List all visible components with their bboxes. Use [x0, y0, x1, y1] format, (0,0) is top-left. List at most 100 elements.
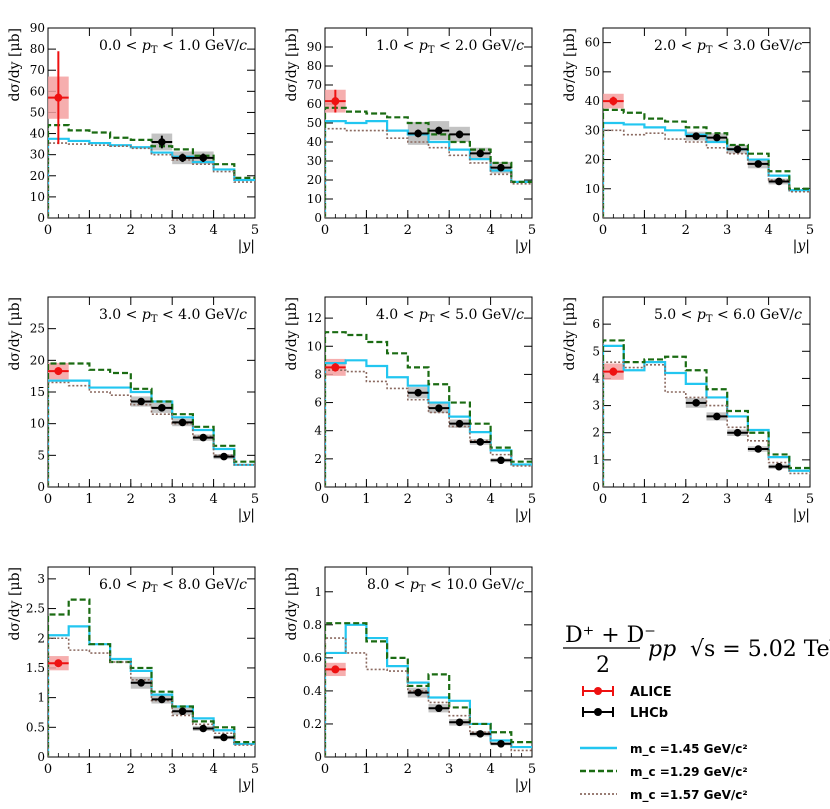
y-tick-label: 6	[592, 317, 600, 331]
x-tick-label: 0	[44, 223, 52, 238]
x-axis-label: |y|	[238, 238, 255, 254]
y-tick-label: 70	[307, 78, 322, 92]
y-tick-label: 0.4	[303, 684, 322, 698]
lhcb-point	[692, 132, 700, 140]
y-tick-label: 0	[314, 750, 322, 764]
y-tick-label: 2	[37, 631, 45, 645]
panel-8: 0 1 2 3 4 5 0 0.2 0.4 0.6 0.8 1 dσ/dy [μb] |y| 8.0 < p…	[284, 566, 536, 793]
x-tick-label: 4	[486, 762, 494, 777]
x-tick-label: 5	[528, 223, 536, 238]
lhcb-point	[713, 133, 721, 142]
x-tick-label: 2	[404, 223, 412, 238]
series-mc157	[325, 369, 532, 487]
series-mc145	[325, 359, 532, 487]
y-tick-label: 80	[307, 59, 322, 73]
y-tick-label: 40	[30, 127, 45, 141]
series-mc129	[48, 124, 255, 218]
panel-title: 5.0 < pT < 6.0 GeV/c	[654, 307, 802, 325]
lhcb-point	[733, 428, 742, 437]
y-tick-label: 60	[585, 36, 600, 50]
y-tick-label: 60	[30, 84, 45, 98]
x-tick-label: 2	[127, 492, 135, 507]
x-axis-label: |y|	[238, 507, 255, 523]
plot-area	[48, 598, 255, 757]
x-tick-label: 1	[85, 492, 93, 507]
legend-m145-label: m_c =1.45 GeV/c²	[630, 742, 748, 757]
x-tick-label: 0	[321, 223, 329, 238]
title-system: pp	[648, 637, 676, 662]
x-tick-label: 2	[682, 223, 690, 238]
panel-7: 0 1 2 3 4 5 0 0.5 1 1.5 2 2.5 3 dσ/dy [μb] |y| 6.0 < pT…	[7, 566, 259, 793]
legend-entry-m157: m_c =1.57 GeV/c²	[580, 788, 748, 803]
y-tick-label: 90	[30, 21, 45, 35]
plot-area	[325, 622, 532, 757]
series-mc129	[603, 108, 810, 218]
lhcb-point	[435, 126, 443, 135]
x-tick-label: 5	[528, 492, 536, 507]
lhcb-point	[220, 452, 228, 461]
y-tick-label: 0	[314, 211, 322, 225]
y-tick-label: 0	[314, 480, 322, 494]
panel-title: 1.0 < pT < 2.0 GeV/c	[376, 38, 524, 56]
y-tick-label: 15	[30, 385, 45, 399]
y-tick-label: 0	[37, 750, 45, 764]
y-tick-label: 40	[585, 94, 600, 108]
x-tick-label: 3	[723, 492, 731, 507]
y-tick-label: 4	[314, 424, 322, 438]
plot-area	[603, 93, 810, 218]
lhcb-point	[476, 149, 485, 158]
lhcb-point	[497, 456, 505, 465]
lhcb-point	[178, 418, 187, 427]
y-tick-label: 1.5	[26, 661, 45, 675]
y-tick-label: 50	[307, 116, 322, 130]
y-tick-label: 10	[30, 190, 45, 204]
y-tick-label: 10	[307, 192, 322, 206]
x-axis-label: |y|	[515, 777, 532, 793]
alice-point	[54, 93, 63, 102]
x-tick-label: 4	[764, 492, 772, 507]
y-tick-label: 5	[592, 344, 600, 358]
series-mc157	[325, 127, 532, 218]
x-tick-label: 1	[362, 492, 370, 507]
alice-point	[331, 363, 340, 372]
panel-title: 2.0 < pT < 3.0 GeV/c	[654, 38, 802, 56]
legend-m157-label: m_c =1.57 GeV/c²	[630, 788, 748, 803]
legend-entry-m145: m_c =1.45 GeV/c²	[580, 742, 748, 757]
alice-point	[54, 367, 63, 376]
y-tick-label: 90	[307, 40, 322, 54]
panel-6: 0 1 2 3 4 5 0 1 2 3 4 5 6 dσ/dy [μb] |y| 5.0 < pT < 6.0…	[562, 296, 814, 523]
x-tick-label: 2	[127, 223, 135, 238]
x-tick-label: 1	[362, 223, 370, 238]
panel-4: 0 1 2 3 4 5 0 5 10 15 20 25 dσ/dy [μb] |y| 3.0 < pT < …	[7, 296, 259, 523]
x-tick-label: 1	[85, 223, 93, 238]
lhcb-point	[455, 130, 464, 139]
series-mc129	[48, 362, 255, 487]
x-tick-label: 2	[404, 762, 412, 777]
legend-alice-marker	[594, 687, 602, 695]
lhcb-point	[733, 145, 742, 154]
lhcb-point	[178, 707, 187, 716]
x-tick-label: 5	[251, 762, 259, 777]
lhcb-point	[435, 704, 443, 713]
lhcb-point	[414, 129, 422, 138]
alice-point	[609, 97, 618, 106]
title-energy: √s = 5.02 TeV	[690, 637, 830, 662]
panel-title: 3.0 < pT < 4.0 GeV/c	[99, 307, 247, 325]
y-tick-label: 8	[314, 367, 322, 381]
y-tick-label: 0.8	[303, 618, 322, 632]
y-tick-label: 0.2	[303, 717, 322, 731]
lhcb-point	[775, 177, 783, 186]
plot-frame	[602, 27, 811, 219]
y-tick-label: 1	[592, 453, 600, 467]
y-axis-label: dσ/dy [μb]	[562, 28, 578, 102]
y-tick-label: 80	[30, 42, 45, 56]
plot-area	[325, 331, 532, 487]
x-tick-label: 0	[321, 492, 329, 507]
x-tick-label: 3	[168, 762, 176, 777]
y-tick-label: 1	[314, 585, 322, 599]
y-tick-label: 3	[592, 399, 600, 413]
y-tick-label: 6	[314, 396, 322, 410]
y-tick-label: 20	[30, 353, 45, 367]
x-tick-label: 4	[209, 762, 217, 777]
